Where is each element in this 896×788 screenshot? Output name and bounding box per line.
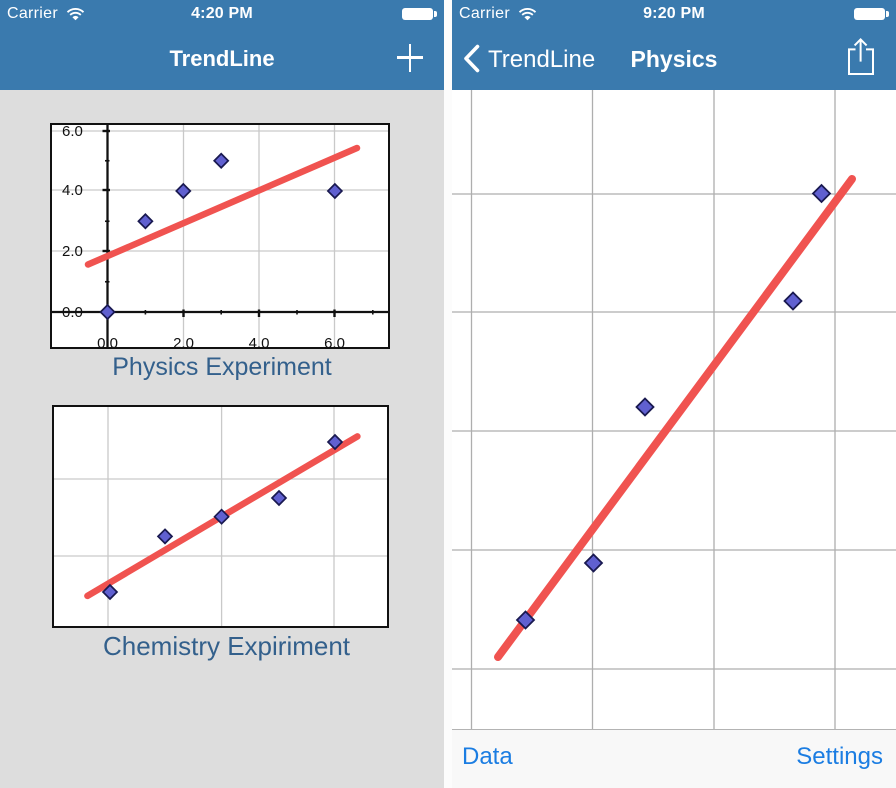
svg-text:4.0: 4.0 xyxy=(249,335,270,349)
svg-text:6.0: 6.0 xyxy=(62,123,83,140)
svg-text:2.0: 2.0 xyxy=(62,243,83,260)
svg-text:4.0: 4.0 xyxy=(62,182,83,199)
svg-text:0.0: 0.0 xyxy=(97,335,118,349)
svg-text:2.0: 2.0 xyxy=(173,335,194,349)
svg-text:0.0: 0.0 xyxy=(62,304,83,321)
svg-text:6.0: 6.0 xyxy=(324,335,345,349)
